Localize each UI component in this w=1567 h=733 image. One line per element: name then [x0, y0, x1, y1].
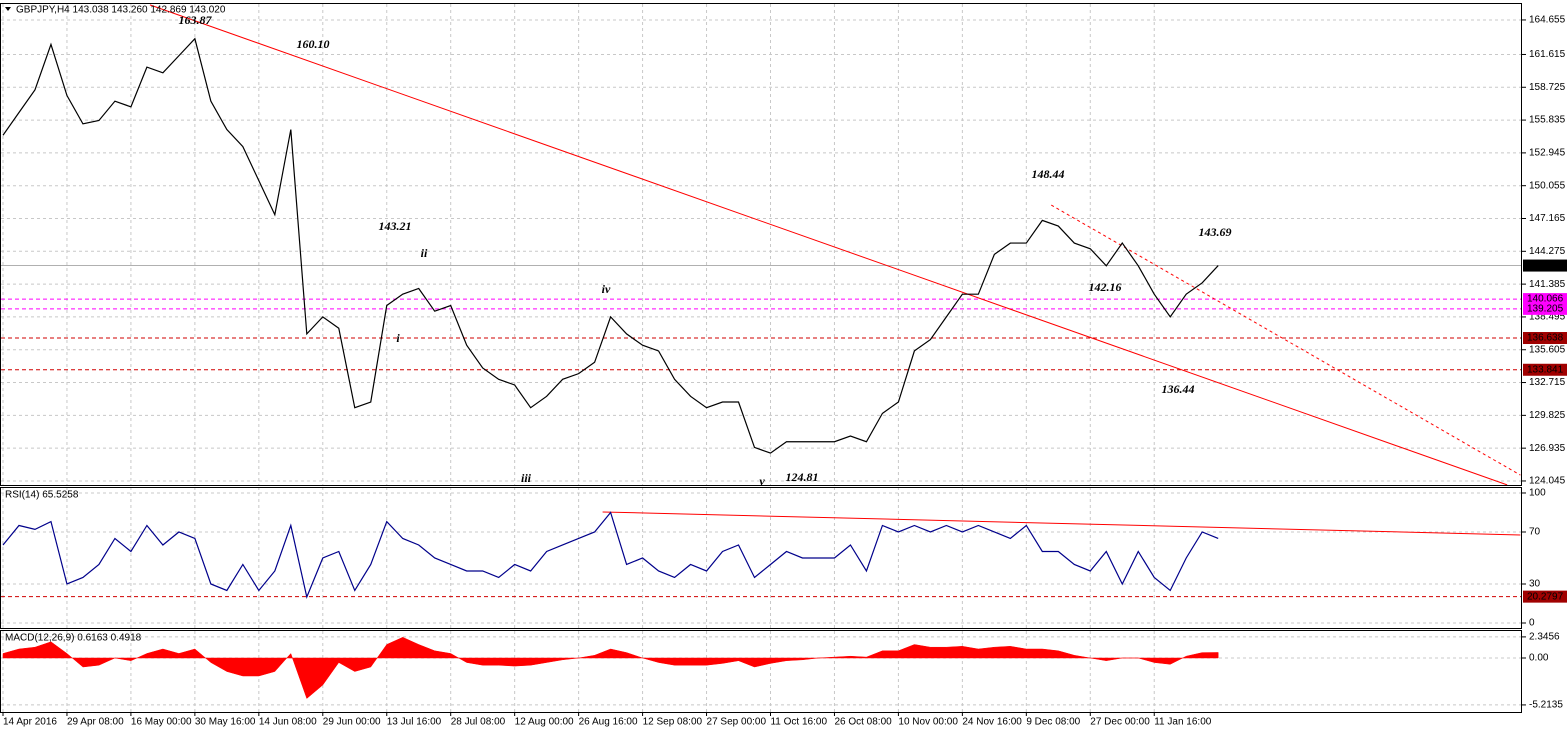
- x-tick-label: 11 Oct 16:00: [770, 717, 827, 728]
- trendline: [1051, 204, 1521, 476]
- level-tag: [1523, 590, 1567, 603]
- y-tick-label: 126.935: [1529, 443, 1566, 454]
- level-tag: [1523, 259, 1567, 272]
- y-tick-label: 138.495: [1529, 312, 1566, 323]
- y-tick-label: 158.725: [1529, 82, 1566, 93]
- y-tick-label: 129.825: [1529, 410, 1566, 421]
- x-tick-label: 24 Nov 16:00: [962, 717, 1022, 728]
- histogram-area: [2, 637, 1219, 699]
- x-tick-label: 12 Aug 00:00: [515, 717, 574, 728]
- level-tag: [1523, 293, 1567, 306]
- macd-title: MACD(12,26,9) 0.6163 0.4918: [5, 633, 142, 644]
- y-tick-label: 144.275: [1529, 246, 1566, 257]
- annotation: iii: [521, 471, 532, 485]
- level-label: 133.841: [1527, 364, 1564, 375]
- level-label: 136.638: [1527, 333, 1564, 344]
- x-tick-label: 26 Aug 16:00: [579, 717, 638, 728]
- level-label: 20.2797: [1527, 591, 1564, 602]
- level-tag: [1523, 363, 1567, 376]
- annotation: 124.81: [786, 470, 819, 484]
- y-tick-label: 141.385: [1529, 279, 1566, 290]
- annotation: v: [759, 474, 765, 488]
- x-tick-label: 14 Jun 08:00: [259, 717, 317, 728]
- level-label: 139.205: [1527, 304, 1564, 315]
- x-tick-label: 13 Jul 16:00: [387, 717, 442, 728]
- annotation: 136.44: [1162, 382, 1195, 396]
- annotation: 142.16: [1089, 280, 1122, 294]
- level-label: 140.066: [1527, 294, 1564, 305]
- x-tick-label: 29 Apr 08:00: [67, 717, 124, 728]
- x-tick-label: 28 Jul 08:00: [451, 717, 506, 728]
- x-tick-label: 9 Dec 08:00: [1026, 717, 1080, 728]
- annotation: ii: [421, 246, 428, 260]
- x-tick-label: 16 May 00:00: [131, 717, 192, 728]
- y-tick-label: 100: [1529, 488, 1546, 499]
- y-tick-label: 0: [1529, 618, 1535, 629]
- y-tick-label: 70: [1529, 527, 1541, 538]
- annotation: 148.44: [1032, 167, 1065, 181]
- price-frame: [0, 3, 1522, 486]
- annotation: 143.69: [1199, 225, 1232, 239]
- trendline: [149, 4, 1508, 486]
- rsi-title: RSI(14) 65.5258: [5, 490, 79, 501]
- y-tick-label: 124.045: [1529, 476, 1566, 487]
- x-tick-label: 26 Oct 08:00: [834, 717, 892, 728]
- plot-layer: 164.655 161.615 158.725 155.835 152.945 150.0…: [1, 4, 1567, 728]
- y-tick-label: 30: [1529, 579, 1541, 590]
- y-tick-label: 147.165: [1529, 213, 1566, 224]
- y-tick-label: 164.655: [1529, 15, 1566, 26]
- rsi-frame: [0, 487, 1522, 629]
- annotation: iv: [602, 282, 611, 296]
- price-line: [2, 37, 1219, 454]
- y-tick-label: 132.715: [1529, 377, 1566, 388]
- x-tick-label: 29 Jun 00:00: [323, 717, 381, 728]
- x-tick-label: 27 Dec 00:00: [1090, 717, 1150, 728]
- x-tick-label: 27 Sep 00:00: [707, 717, 767, 728]
- x-tick-label: 11 Jan 16:00: [1154, 717, 1212, 728]
- y-tick-label: 2.3456: [1529, 632, 1560, 643]
- y-tick-label: 135.605: [1529, 344, 1566, 355]
- y-tick-label: 152.945: [1529, 148, 1566, 159]
- y-tick-label: 0.00: [1529, 653, 1549, 664]
- y-tick-label: 150.055: [1529, 180, 1566, 191]
- level-tag: [1523, 302, 1567, 315]
- price-title: GBPJPY,H4 143.038 143.260 142.869 143.02…: [16, 5, 226, 16]
- y-tick-label: -5.2135: [1529, 700, 1563, 711]
- y-tick-label: 161.615: [1529, 49, 1566, 60]
- x-tick-label: 30 May 16:00: [195, 717, 256, 728]
- annotation: i: [396, 331, 400, 345]
- x-tick-label: 12 Sep 08:00: [643, 717, 703, 728]
- menu-icon: [5, 7, 11, 11]
- annotation: 163.87: [179, 13, 213, 27]
- x-tick-label: 10 Nov 00:00: [898, 717, 958, 728]
- annotation: 160.10: [297, 37, 330, 51]
- y-tick-label: 155.835: [1529, 115, 1566, 126]
- trendline: [602, 511, 1521, 536]
- macd-frame: [0, 630, 1522, 713]
- level-label: 143.020: [1527, 260, 1564, 271]
- annotation: 143.21: [379, 219, 412, 233]
- price-line: [2, 511, 1219, 599]
- level-tag: [1523, 332, 1567, 345]
- x-tick-label: 14 Apr 2016: [3, 717, 57, 728]
